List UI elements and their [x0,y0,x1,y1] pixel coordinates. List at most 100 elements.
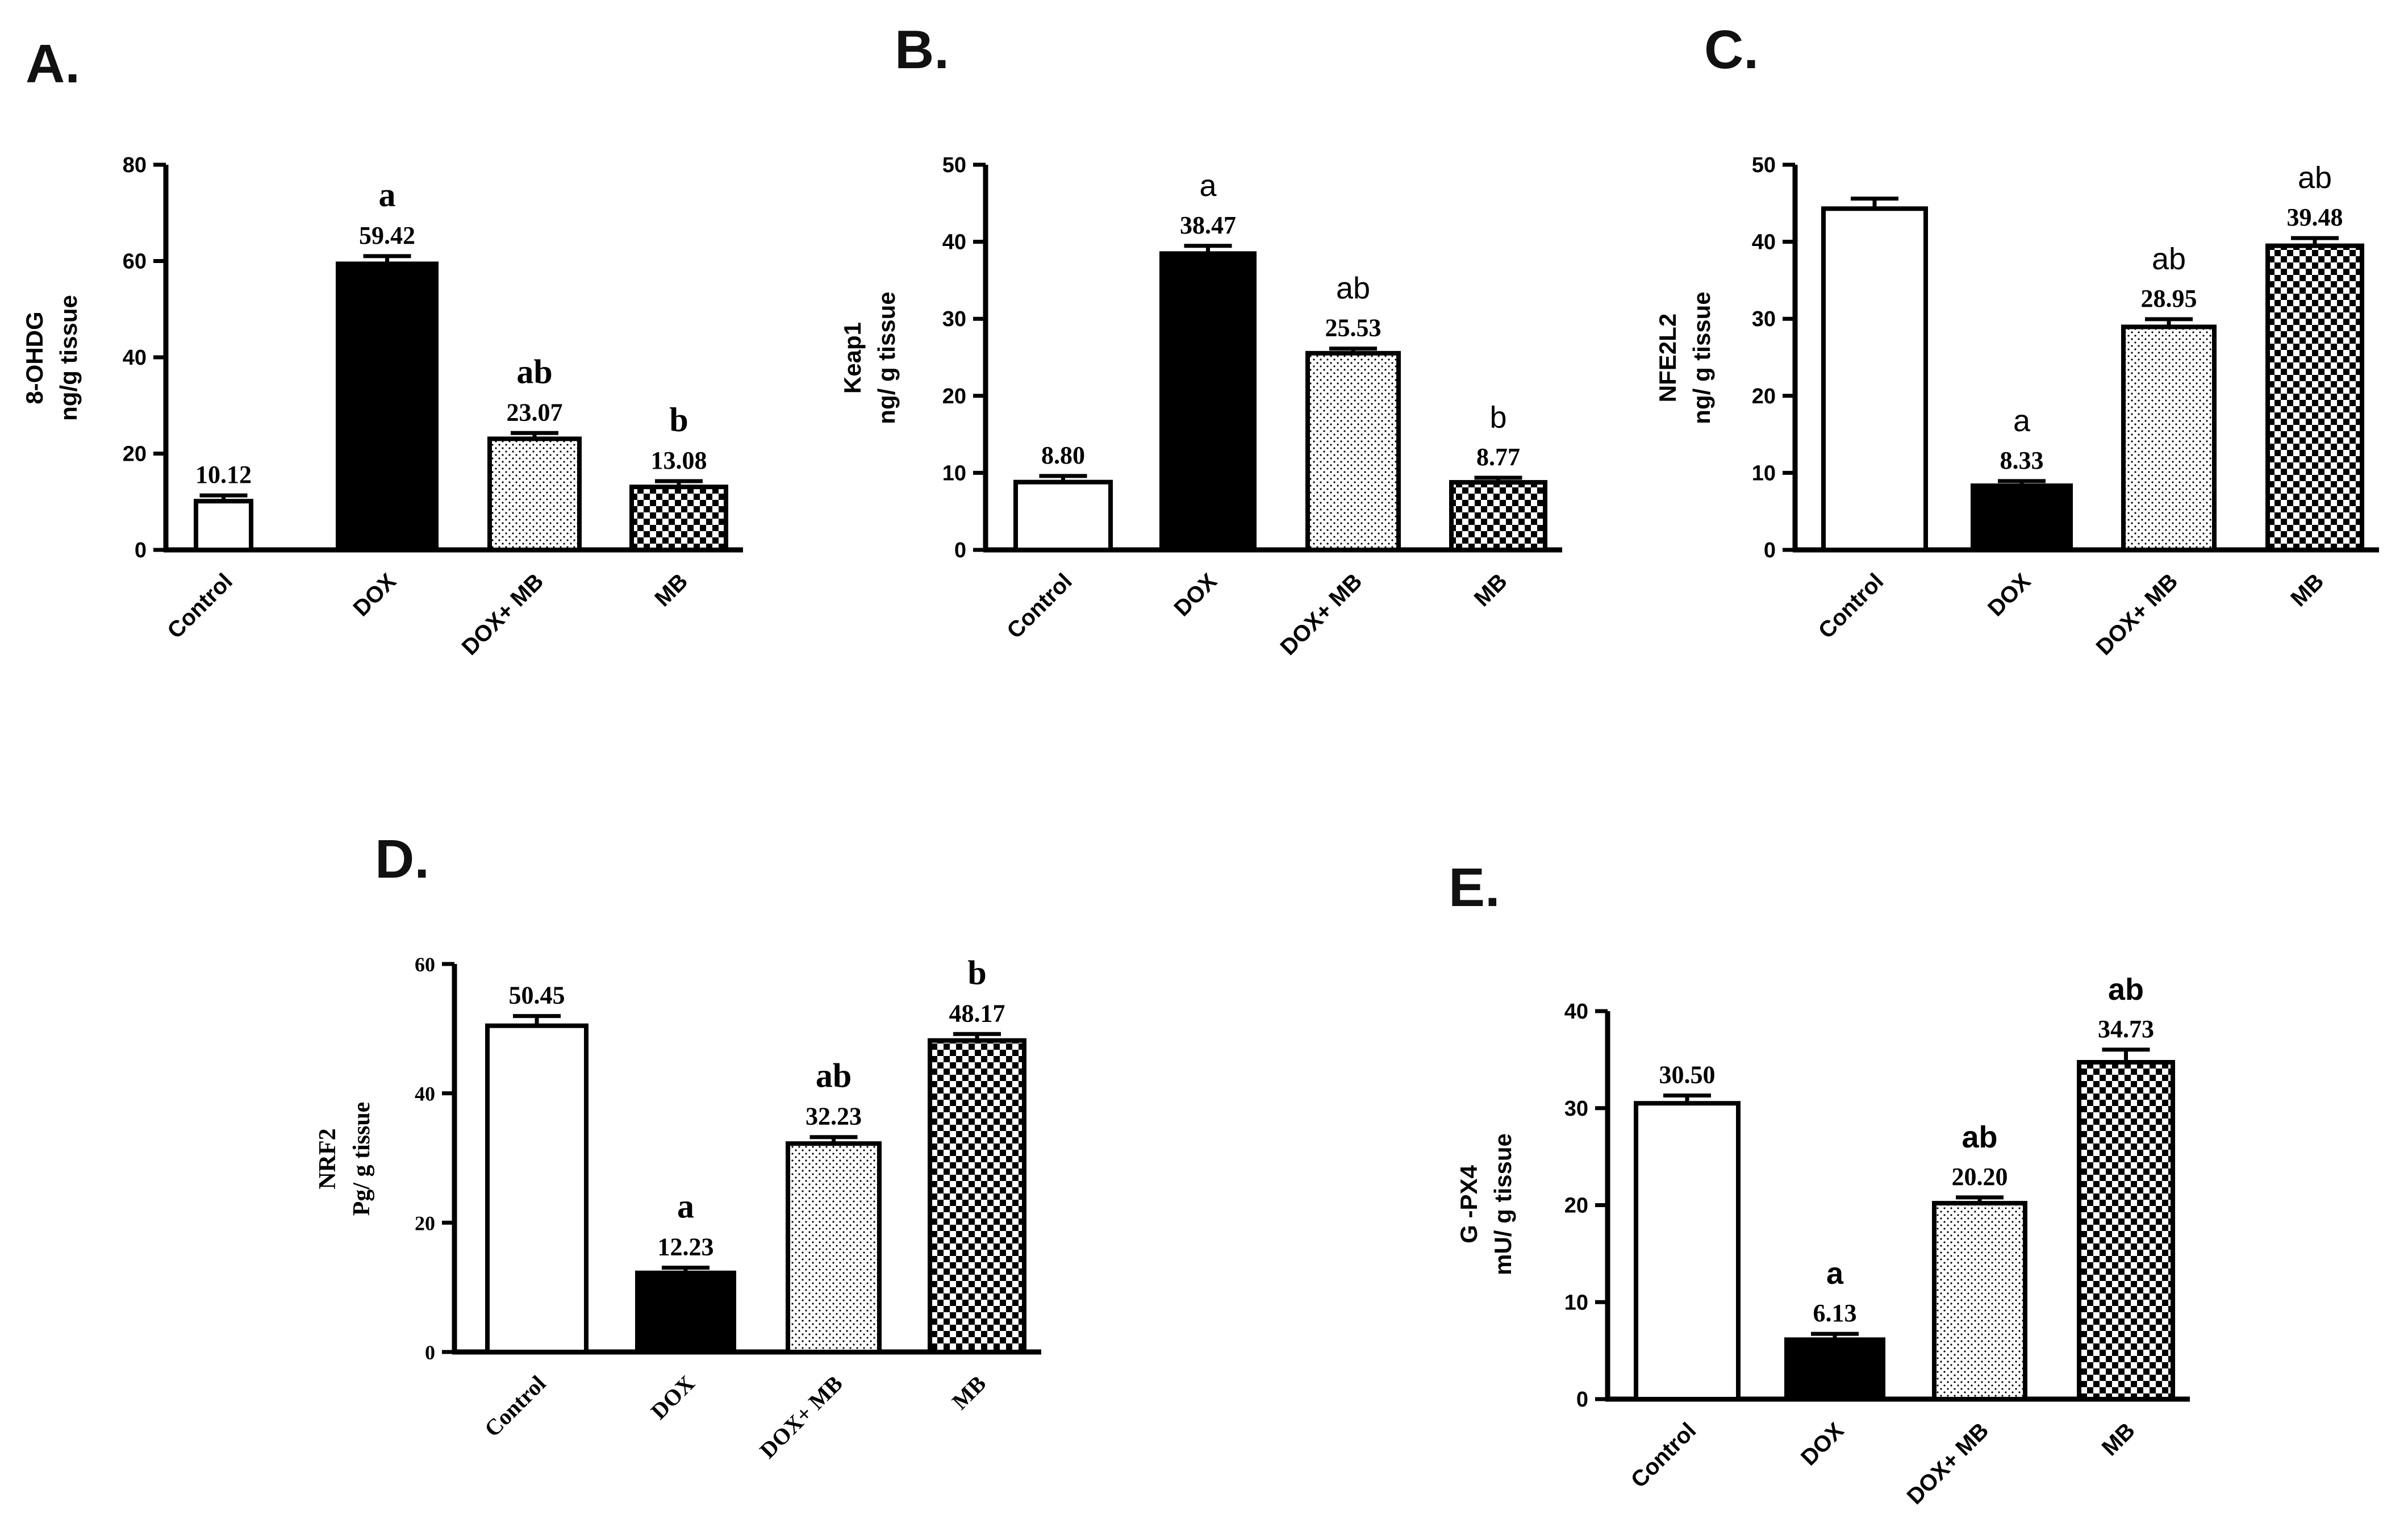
y-axis-label: NFE2L2 [1654,314,1681,402]
y-tick-label: 60 [123,250,147,274]
significance-letter: ab [1962,1120,1997,1154]
bar [2077,1059,2175,1401]
bar [487,436,582,552]
category-label: DOX+ MB [1276,569,1367,660]
chart-panel-c: 0 10 20 30 40 50 NFE2L2 ng/ g tissue Control 8.33… [1654,153,2379,660]
significance-letter: ab [2152,242,2186,276]
value-label: 28.95 [2141,285,2197,312]
bar [928,1038,1026,1354]
category-label: Control [1814,569,1889,644]
category-label: DOX+ MB [754,1371,847,1463]
value-label: 34.73 [2098,1015,2154,1043]
category-label: MB [650,569,692,611]
category-label: DOX [1169,569,1222,621]
category-label: DOX+ MB [457,569,549,660]
bar [629,485,728,552]
category-label: DOX [1983,569,2036,621]
panel-letter-a: A. [26,34,80,94]
bar [1821,206,1928,552]
chart-panel-a: 0 20 40 60 80 8-OHDG ng/g tissue 10.12 Control 59… [21,153,743,660]
significance-letter: a [677,1188,694,1225]
category-label: Control [1626,1418,1701,1493]
bar [2121,324,2217,552]
value-label: 6.13 [1813,1299,1857,1327]
y-tick-label: 60 [415,953,435,976]
y-tick-label: 40 [942,231,966,254]
value-label: 8.33 [2000,446,2044,474]
y-tick-label: 0 [1764,539,1776,562]
significance-letter: b [669,401,688,439]
y-tick-label: 0 [954,539,966,562]
value-label: 39.48 [2287,203,2343,231]
bar [1159,251,1257,552]
category-label: Control [479,1371,551,1442]
y-tick-label: 10 [942,461,966,485]
y-axis-label: 8-OHDG [21,311,48,404]
y-axis-label: Pg/ g tissue [349,1102,375,1216]
chart-panel-b: 0 10 20 30 40 50 Keap1 ng/ g tissue 8.80 Control 3… [839,153,1562,660]
y-tick-label: 30 [942,307,966,331]
value-label: 8.80 [1041,441,1085,469]
bar [485,1023,589,1354]
category-label: MB [2097,1418,2140,1460]
bar [194,499,253,552]
significance-letter: ab [816,1057,852,1095]
y-axis-label: G -PX4 [1455,1165,1482,1243]
y-tick-label: 0 [135,539,147,562]
value-label: 20.20 [1952,1163,2008,1191]
value-label: 8.77 [1476,443,1520,471]
bar [1013,479,1113,552]
significance-letter: a [2013,404,2031,438]
bar [2265,243,2364,553]
y-tick-label: 40 [415,1083,435,1105]
bar [336,261,439,552]
category-label: DOX [1796,1418,1849,1471]
value-label: 38.47 [1180,211,1236,239]
bar [635,1270,736,1354]
value-label: 13.08 [651,446,707,474]
y-tick-label: 20 [415,1212,435,1234]
y-axis-label: NRF2 [315,1128,341,1189]
category-label: Control [1002,569,1077,644]
y-axis-label: Keap1 [839,322,866,394]
y-tick-label: 10 [1564,1291,1588,1314]
y-tick-label: 0 [1576,1388,1588,1412]
category-label: DOX+ MB [2092,569,2183,660]
category-label: MB [2286,569,2328,611]
panel-letter-b: B. [895,19,949,80]
y-axis-label: ng/ g tissue [1688,291,1715,424]
bar [786,1141,882,1354]
y-tick-label: 30 [1564,1097,1588,1121]
value-label: 30.50 [1659,1061,1716,1089]
y-axis-label: mU/ g tissue [1489,1133,1516,1275]
value-label: 59.42 [359,222,415,249]
y-tick-label: 40 [123,346,147,370]
value-label: 12.23 [658,1233,714,1261]
significance-letter: a [1199,169,1217,203]
significance-letter: b [967,954,986,991]
bar [1305,350,1401,552]
y-axis-label: ng/ g tissue [873,291,900,424]
category-label: DOX [348,569,401,621]
category-label: DOX+ MB [1902,1418,1994,1509]
significance-letter: b [1489,400,1506,435]
category-label: MB [1470,569,1512,611]
y-tick-label: 50 [942,153,966,177]
value-label: 10.12 [195,461,252,489]
significance-letter: a [1826,1257,1844,1291]
y-axis-label: ng/g tissue [55,295,82,421]
category-label: Control [162,569,237,644]
y-tick-label: 20 [1564,1194,1588,1218]
value-label: 48.17 [949,999,1005,1027]
panel-letter-d: D. [375,829,429,890]
chart-panel-e: 0 10 20 30 40 G -PX4 mU/ g tissue 30.50 Control 6… [1455,973,2190,1509]
value-label: 32.23 [806,1103,862,1130]
y-tick-label: 40 [1752,231,1776,254]
significance-letter: ab [2298,161,2332,195]
y-tick-label: 80 [123,153,147,177]
value-label: 23.07 [507,398,563,426]
bar [1784,1337,1885,1402]
category-label: MB [947,1371,991,1414]
y-tick-label: 20 [942,385,966,408]
